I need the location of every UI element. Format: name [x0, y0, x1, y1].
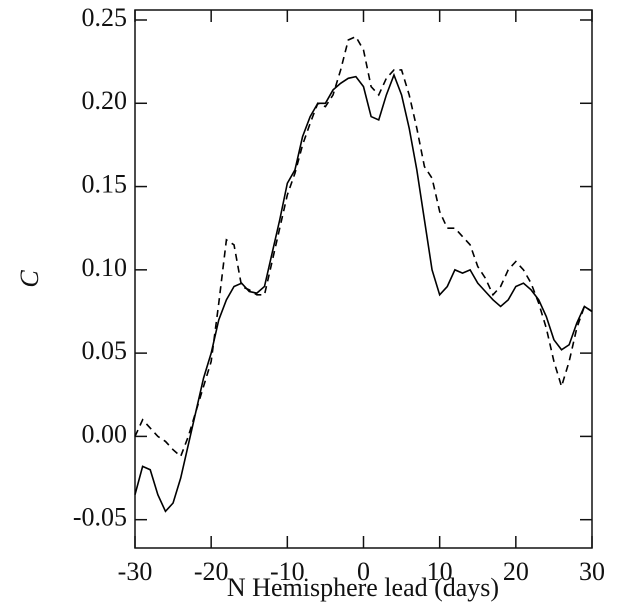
data-line [134, 72, 593, 513]
y-axis-label: C [15, 270, 44, 288]
x-tick-label: 0 [357, 557, 370, 586]
plot-frame [134, 9, 593, 549]
x-tick-label: -10 [270, 557, 305, 586]
y-tick-label: 0.00 [82, 419, 128, 448]
y-tick-label: -0.05 [73, 503, 127, 532]
x-tick-label: -30 [118, 557, 153, 586]
y-tick-label: 0.05 [82, 336, 128, 365]
data-line [134, 35, 593, 458]
x-tick-label: -20 [194, 557, 229, 586]
x-tick-label: 30 [579, 557, 605, 586]
y-tick-label: 0.20 [82, 86, 128, 115]
x-axis-label: N Hemisphere lead (days) [227, 573, 499, 602]
y-tick-label: 0.10 [82, 253, 128, 282]
y-tick-label: 0.25 [82, 3, 128, 32]
y-tick-label: 0.15 [82, 170, 128, 199]
x-tick-label: 10 [427, 557, 453, 586]
x-tick-label: 20 [503, 557, 529, 586]
